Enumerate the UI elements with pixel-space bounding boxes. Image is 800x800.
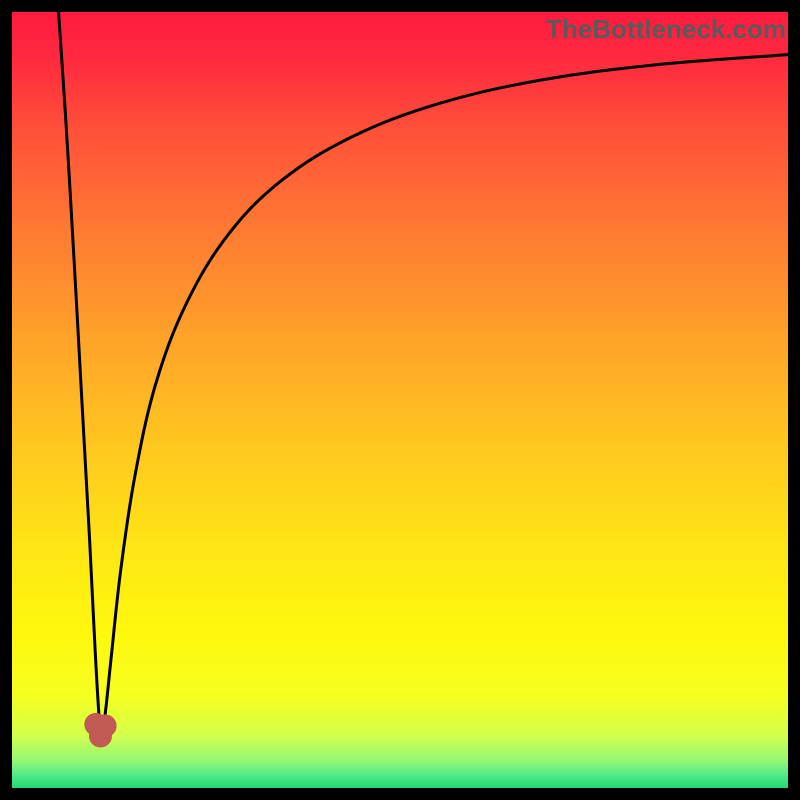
plot-area (12, 12, 788, 788)
background-gradient (12, 12, 788, 788)
chart-frame: TheBottleneck.com (0, 0, 800, 800)
